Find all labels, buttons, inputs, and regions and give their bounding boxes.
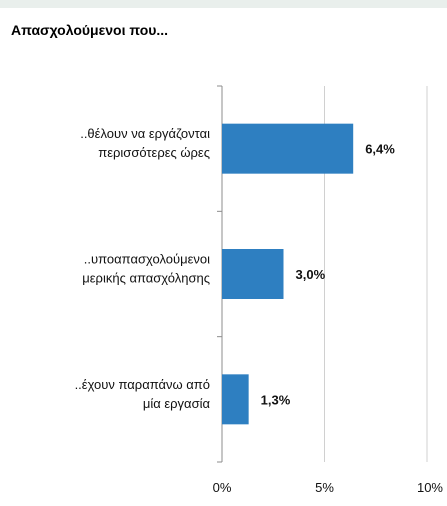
x-tick-label: 0% (213, 480, 232, 495)
bar-value-label: 1,3% (261, 392, 291, 407)
bar (222, 249, 284, 299)
x-tick-label: 10% (417, 480, 443, 495)
category-label: μία εργασία (143, 396, 211, 411)
bar (222, 374, 249, 425)
bar-value-label: 3,0% (296, 267, 326, 282)
bar-value-label: 6,4% (365, 142, 395, 157)
x-tick-label: 5% (315, 480, 334, 495)
bar (222, 123, 354, 174)
category-label: ..υποαπασχολούμενοι (84, 252, 210, 267)
category-label: περισσότερες ώρες (98, 145, 210, 160)
category-label: μερικής απασχόλησης (82, 271, 210, 286)
top-strip (0, 0, 447, 8)
category-label: ..έχουν παραπάνω από (75, 377, 210, 392)
chart-title: Απασχολούμενοι που... (11, 22, 169, 38)
category-label: ..θέλουν να εργάζονται (80, 126, 210, 141)
